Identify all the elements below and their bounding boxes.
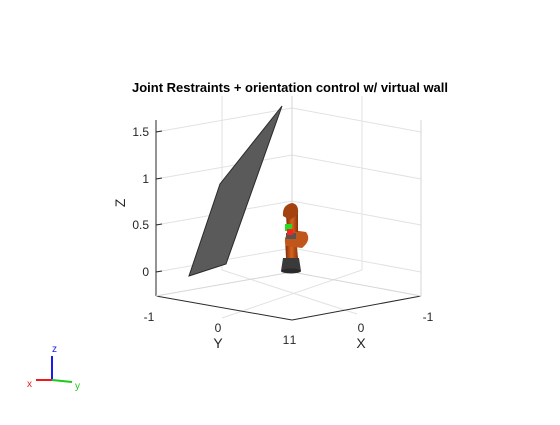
y-tick-label: -1: [144, 310, 155, 324]
triad-y-axis: [51, 379, 73, 383]
z-tick-label: 0: [142, 265, 149, 279]
z-tick-label: 1.5: [132, 125, 149, 139]
y-axis-label: Y: [213, 335, 223, 351]
x-axis-ticks: 1 0 -1: [290, 310, 434, 347]
target-marker-red: [287, 229, 293, 235]
z-tick-label: 1: [142, 172, 149, 186]
grid-line: [291, 154, 422, 180]
grid-line: [221, 269, 363, 319]
grid-line: [155, 154, 293, 180]
grid-line: [291, 247, 422, 273]
y-tick-label: 0: [215, 321, 222, 335]
triad-y-label: y: [75, 381, 80, 392]
z-axis-ticks: 1.5 1 0.5 0: [132, 125, 163, 279]
target-marker-green: [285, 224, 292, 231]
chart-title: Joint Restraints + orientation control w…: [132, 80, 448, 95]
x-tick-label: -1: [423, 310, 434, 324]
triad-z-label: z: [52, 344, 57, 355]
grid-line: [291, 200, 422, 226]
x-tick-label: 1: [290, 333, 297, 347]
y-tick-label: 1: [283, 333, 290, 347]
x-axis-label: X: [356, 335, 366, 351]
robot-wrist: [286, 233, 296, 239]
triad-x-label: x: [27, 379, 32, 390]
axis-triad: z x y: [27, 344, 80, 392]
z-axis-label: Z: [112, 198, 128, 207]
x-tick-label: 0: [358, 321, 365, 335]
grid-line: [155, 107, 293, 133]
y-axis-ticks: -1 0 1: [144, 310, 290, 347]
robot-base: [281, 258, 301, 271]
virtual-wall: [188, 105, 283, 277]
z-tick-label: 0.5: [132, 218, 149, 232]
robot-link: [282, 203, 299, 220]
robot-arm: [281, 203, 309, 274]
grid-line: [221, 269, 358, 315]
grid-line: [291, 107, 422, 133]
